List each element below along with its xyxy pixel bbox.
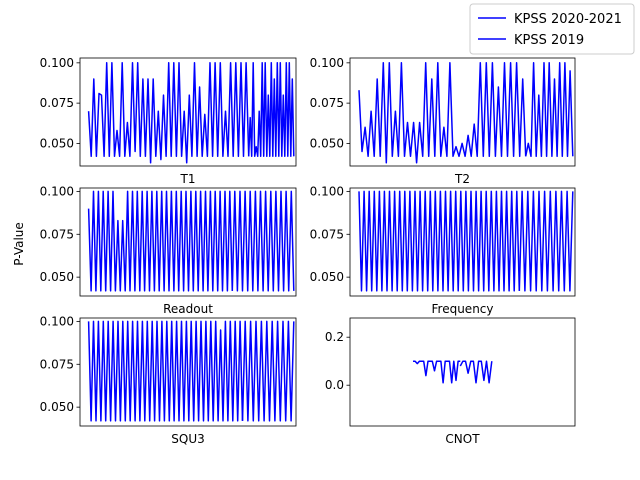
y-tick-label-readout-1: 0.075: [40, 227, 74, 241]
series-line-kpss-2020-2021-readout: [87, 190, 234, 292]
axes-frame-frequency: [349, 187, 576, 297]
axes-frame-readout: [79, 187, 297, 297]
legend-label-2019: KPSS 2019: [514, 33, 584, 48]
x-axis-label-readout: Readout: [163, 302, 213, 316]
y-tick-label-t1-1: 0.075: [40, 96, 74, 110]
series-line-kpss-2019-readout: [231, 190, 295, 292]
subplot-cnot: 0.2 0.0 CNOT: [325, 317, 576, 446]
subplot-frequency: 0.100 0.075 0.050 Frequency: [310, 184, 576, 316]
series-line-kpss-2019-squ3: [241, 320, 295, 422]
axes-frame-squ3: [79, 317, 297, 427]
subplot-t2: 0.100 0.075 0.050 T2: [310, 56, 576, 186]
legend-frame: [469, 3, 635, 55]
axes-frame-cnot: [349, 317, 576, 427]
series-line-kpss-2019-t1: [247, 62, 295, 158]
series-line-kpss-2019-t2: [524, 62, 574, 158]
subplot-t1: 0.100 0.075 0.050 T1: [40, 56, 297, 186]
y-tick-label-cnot-0: 0.2: [325, 330, 344, 344]
x-axis-label-squ3: SQU3: [171, 432, 204, 446]
series-line-kpss-2020-2021-t2: [358, 62, 527, 164]
series-line-kpss-2019-cnot: [459, 360, 493, 384]
subplot-readout: 0.100 0.075 0.050 Readout: [40, 184, 297, 316]
y-tick-label-t2-1: 0.075: [310, 96, 344, 110]
series-line-kpss-2020-2021-cnot: [413, 360, 461, 384]
axes-frame-t1: [79, 57, 297, 167]
x-axis-label-t1: T1: [180, 172, 196, 186]
y-tick-label-t1-2: 0.050: [40, 136, 74, 150]
y-tick-label-t2-0: 0.100: [310, 56, 344, 70]
series-line-kpss-2020-2021-squ3: [87, 320, 244, 422]
y-tick-label-squ3-2: 0.050: [40, 400, 74, 414]
series-line-kpss-2020-2021-t1: [87, 62, 250, 164]
y-tick-label-frequency-2: 0.050: [310, 270, 344, 284]
y-tick-label-squ3-0: 0.100: [40, 314, 74, 328]
y-tick-label-squ3-1: 0.075: [40, 357, 74, 371]
y-tick-label-t2-2: 0.050: [310, 136, 344, 150]
legend: KPSS 2020-2021 KPSS 2019: [469, 3, 635, 55]
y-tick-label-readout-0: 0.100: [40, 184, 74, 198]
x-axis-label-frequency: Frequency: [432, 302, 494, 316]
subplot-squ3: 0.100 0.075 0.050 SQU3: [40, 314, 297, 446]
series-line-kpss-2019-frequency: [518, 190, 574, 292]
x-axis-label-cnot: CNOT: [445, 432, 480, 446]
subplot-grid: 0.1000.0750.050T10.1000.0750.050T20.1000…: [40, 56, 576, 446]
axes-frame-t2: [349, 57, 576, 167]
y-tick-label-frequency-1: 0.075: [310, 227, 344, 241]
y-tick-label-t1-0: 0.100: [40, 56, 74, 70]
series-line-kpss-2020-2021-frequency: [358, 190, 521, 292]
y-tick-label-cnot-1: 0.0: [325, 378, 344, 392]
shared-y-axis-label: P-Value: [12, 222, 26, 266]
y-tick-label-frequency-0: 0.100: [310, 184, 344, 198]
x-axis-label-t2: T2: [454, 172, 470, 186]
legend-label-2020-2021: KPSS 2020-2021: [514, 12, 622, 27]
y-tick-label-readout-2: 0.050: [40, 270, 74, 284]
